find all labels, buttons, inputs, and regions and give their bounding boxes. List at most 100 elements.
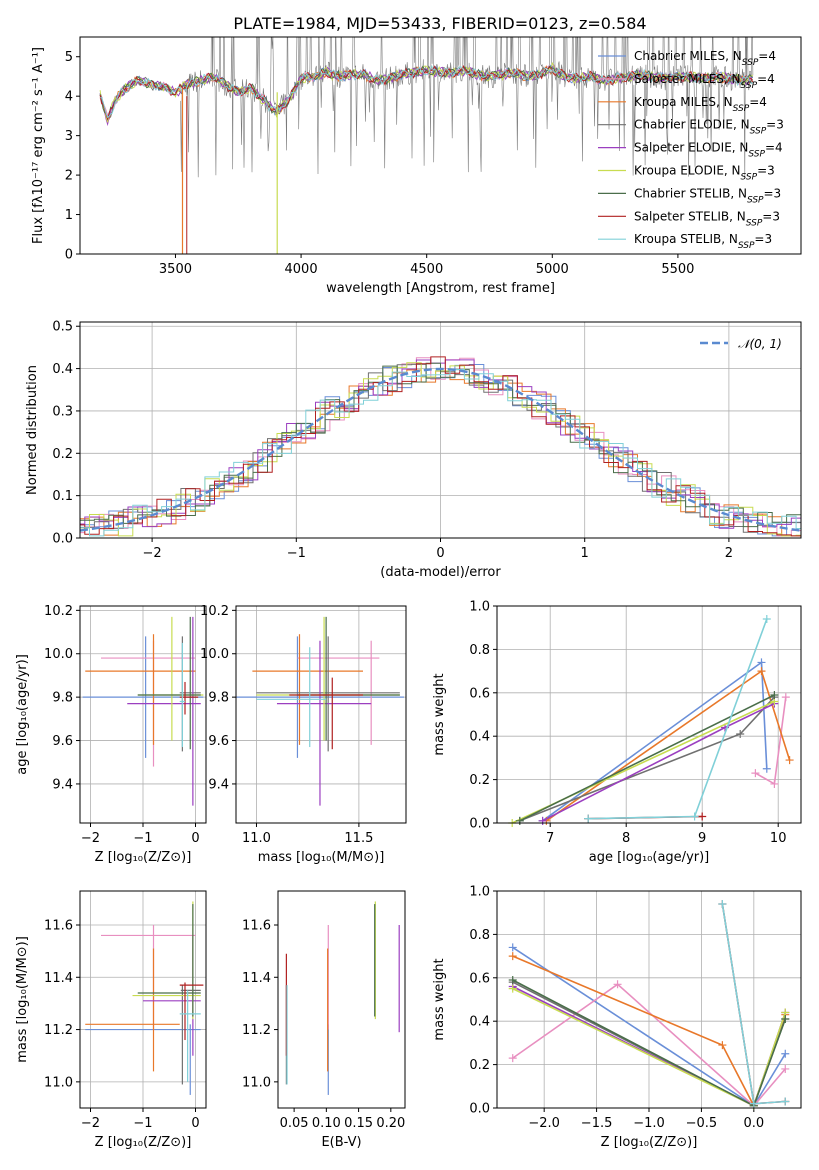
weight-line	[519, 694, 775, 822]
y-tick-label: 11.0	[44, 1075, 73, 1090]
y-tick-label: 4	[65, 90, 73, 105]
legend-label: Kroupa MILES, NSSP=4	[634, 95, 767, 114]
mass-vs-Z-axes: −2 −1 0 11.0 11.2 11.4 11.6 Z [log₁₀(Z/Z⊙)] mass…	[15, 890, 207, 1150]
weight-point	[781, 1049, 790, 1058]
weight-point	[770, 779, 779, 788]
weight-vs-Z-ylabel: mass weight	[432, 958, 447, 1040]
figure-title: PLATE=1984, MJD=53433, FIBERID=0123, z=0…	[233, 14, 646, 33]
histogram-step	[80, 357, 801, 537]
x-tick-label: 5000	[536, 262, 569, 277]
weight-point	[613, 980, 622, 989]
legend-label: Chabrier STELIB, NSSP=3	[634, 186, 781, 205]
x-tick-label: 0.05	[280, 1116, 309, 1131]
y-tick-label: 0.2	[469, 773, 490, 788]
legend-label: Chabrier ELODIE, NSSP=3	[634, 118, 784, 137]
histogram-step	[80, 356, 801, 537]
weight-point	[508, 1054, 517, 1063]
y-tick-label: 0.4	[52, 362, 73, 377]
legend-label: Salpeter ELODIE, NSSP=4	[634, 141, 783, 160]
weight-point	[751, 769, 760, 778]
x-tick-label: 0	[191, 831, 199, 846]
weight-point	[781, 1064, 790, 1073]
weight-vs-age-axes: 7 8 9 10 0.0 0.2 0.4 0.6 0.8 1.0 age [log₁₀(age/yr…	[432, 600, 802, 865]
y-tick-label: 1.0	[469, 600, 490, 615]
weight-point	[736, 730, 745, 739]
weight-point	[698, 812, 707, 821]
y-tick-label: 0.2	[469, 1058, 490, 1073]
weight-point	[781, 693, 790, 702]
x-tick-label: 8	[622, 831, 630, 846]
y-tick-label: 0.6	[469, 971, 490, 986]
legend-label: Salpeter MILES, NSSP=4	[634, 72, 775, 91]
y-tick-label: 0.8	[469, 928, 490, 943]
weight-point	[508, 975, 517, 984]
y-tick-label: 11.2	[44, 1023, 73, 1038]
weight-vs-Z-axes: −2.0 −1.5 −1.0 −0.5 0.0 0.0 0.2 0.4 0.6 0.8 1.0 Z […	[432, 885, 802, 1150]
axes-frame	[79, 321, 802, 539]
spectrum-xlabel: wavelength [Angstrom, rest frame]	[326, 281, 555, 296]
y-tick-label: 0.0	[52, 532, 73, 547]
age-vs-mass-axes: 11.0 11.5 9.4 9.6 9.8 10.0 10.2 mass [log₁₀(M/M…	[200, 604, 407, 865]
y-tick-label: 0.2	[52, 447, 73, 462]
y-tick-label: 9.4	[208, 777, 229, 792]
weight-vs-Z-xlabel: Z [log₁₀(Z/Z⊙)]	[601, 1135, 698, 1150]
legend-label: Kroupa STELIB, NSSP=3	[634, 232, 772, 251]
weight-point	[781, 1097, 790, 1106]
axes-frame	[277, 890, 406, 1109]
spectrum-axes: 3500 4000 4500 5000 5500 0 1 2 3 4 5 wavelength [An…	[31, 36, 802, 296]
x-tick-label: −1	[287, 546, 306, 561]
x-tick-label: 3500	[159, 262, 192, 277]
weight-line	[545, 669, 791, 822]
y-tick-label: 11.4	[44, 971, 73, 986]
y-tick-label: 9.4	[52, 777, 73, 792]
weight-line	[588, 618, 768, 820]
x-tick-label: −1.5	[581, 1116, 613, 1131]
weight-line	[542, 660, 768, 822]
spectrum-model-line	[99, 65, 754, 120]
weight-point	[508, 952, 517, 961]
legend-label: Kroupa ELODIE, NSSP=3	[634, 164, 775, 183]
weight-point	[718, 900, 727, 909]
x-tick-label: 0.20	[376, 1116, 405, 1131]
y-tick-label: 11.2	[242, 1023, 271, 1038]
y-tick-label: 11.6	[242, 918, 271, 933]
weight-line	[542, 702, 775, 822]
x-tick-label: −0.5	[686, 1116, 718, 1131]
x-tick-label: −2	[143, 546, 162, 561]
weight-point	[762, 615, 771, 624]
weight-point	[508, 984, 517, 993]
spectrum-ylabel: Flux [fλ10⁻¹⁷ erg cm⁻² s⁻¹ A⁻¹]	[31, 47, 46, 244]
weight-point	[762, 764, 771, 773]
weight-point	[508, 943, 517, 952]
y-tick-label: 0.1	[52, 489, 73, 504]
weight-point	[757, 667, 766, 676]
weight-point	[770, 690, 779, 699]
weight-point	[690, 812, 699, 821]
legend-label: Chabrier MILES, NSSP=4	[634, 49, 776, 68]
y-tick-label: 0.8	[469, 643, 490, 658]
spectrum-model-line	[99, 64, 754, 127]
x-tick-label: 4500	[410, 262, 443, 277]
x-tick-label: 7	[546, 831, 554, 846]
x-tick-label: 0	[436, 546, 444, 561]
axes-frame	[79, 890, 207, 1109]
x-tick-label: −2	[81, 1116, 100, 1131]
x-tick-label: −2	[81, 831, 100, 846]
weight-line	[512, 983, 786, 1107]
y-tick-label: 9.8	[52, 691, 73, 706]
y-tick-label: 0	[65, 248, 73, 263]
axes-frame	[79, 36, 802, 255]
y-tick-label: 10.0	[200, 647, 229, 662]
residuals-xlabel: (data-model)/error	[380, 565, 501, 580]
y-tick-label: 0.3	[52, 404, 73, 419]
x-tick-label: 1	[581, 546, 589, 561]
x-tick-label: 11.5	[344, 831, 373, 846]
x-tick-label: −2.0	[528, 1116, 560, 1131]
legend-label: Salpeter STELIB, NSSP=3	[634, 209, 780, 228]
weight-point	[718, 1041, 727, 1050]
x-tick-label: 11.0	[242, 831, 271, 846]
y-tick-label: 9.6	[52, 734, 73, 749]
x-tick-label: 2	[725, 546, 733, 561]
legend-label: 𝒩(0, 1)	[738, 337, 782, 351]
